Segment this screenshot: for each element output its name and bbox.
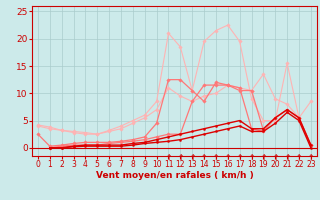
Text: ↑: ↑	[201, 153, 207, 162]
Text: ↑: ↑	[177, 153, 184, 162]
X-axis label: Vent moyen/en rafales ( km/h ): Vent moyen/en rafales ( km/h )	[96, 171, 253, 180]
Text: ↑: ↑	[260, 153, 267, 162]
Text: ↑: ↑	[272, 153, 278, 162]
Text: ↑: ↑	[165, 153, 172, 162]
Text: ↑: ↑	[284, 153, 290, 162]
Text: ↑: ↑	[308, 153, 314, 162]
Text: ↑: ↑	[225, 153, 231, 162]
Text: ↑: ↑	[248, 153, 255, 162]
Text: ↑: ↑	[213, 153, 219, 162]
Text: ↑: ↑	[236, 153, 243, 162]
Text: ↑: ↑	[296, 153, 302, 162]
Text: ↑: ↑	[189, 153, 196, 162]
